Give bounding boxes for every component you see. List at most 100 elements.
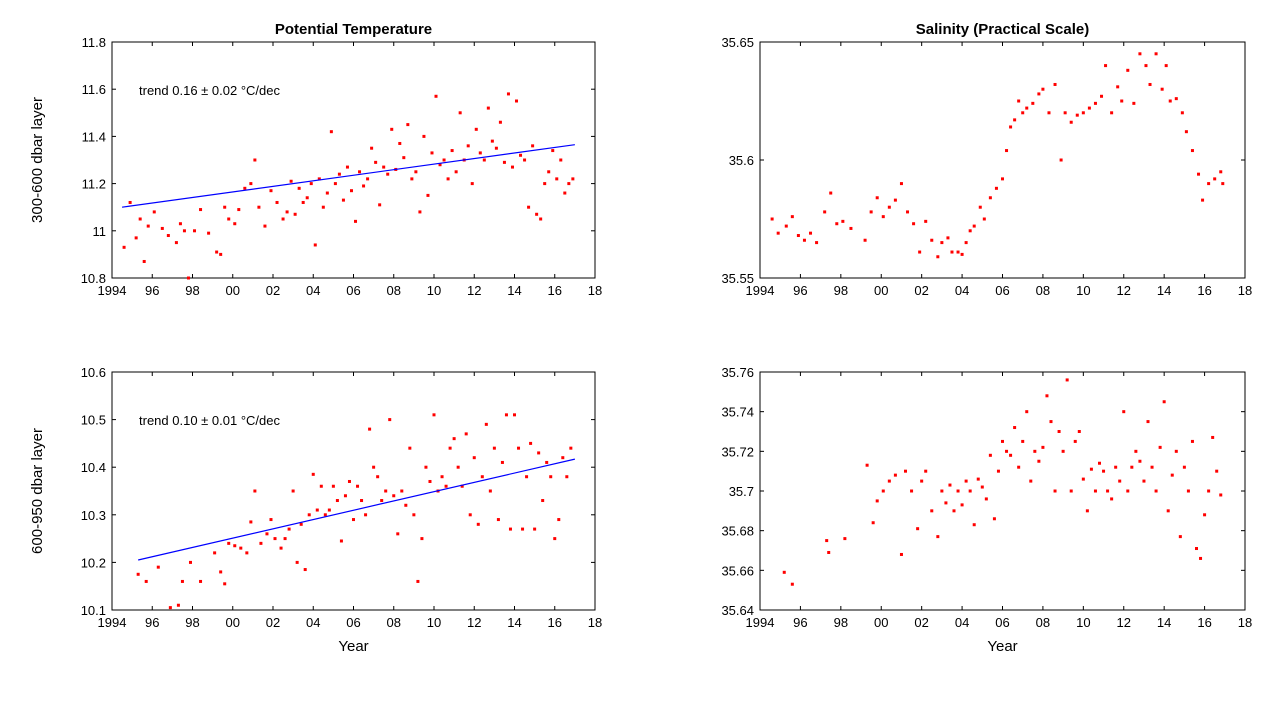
data-point [440,475,444,479]
data-point [297,186,301,190]
data-point [906,210,910,214]
y-tick-label: 35.7 [729,484,754,499]
data-point [964,241,968,245]
data-point [948,483,952,487]
data-point [1120,99,1124,103]
data-point [492,446,496,450]
data-point [1154,52,1158,56]
data-point [186,276,190,280]
data-point [1102,469,1106,473]
trend-line [121,144,575,208]
data-point [410,177,414,181]
data-point [464,432,468,436]
data-point [430,151,434,155]
data-point [510,165,514,169]
data-point [893,198,897,202]
data-point [219,570,223,574]
x-tick-label: 06 [346,615,360,630]
data-point [869,210,873,214]
data-point [825,539,829,543]
x-tick-label: 1994 [746,283,775,298]
data-point [910,489,914,493]
data-point [1195,547,1198,551]
data-point [362,184,366,188]
data-point [1110,111,1114,115]
data-point [1037,92,1041,96]
data-point [988,196,992,200]
data-point [875,499,879,503]
data-point [930,238,934,242]
data-point [784,224,788,228]
x-tick-label: 14 [507,283,521,298]
data-point [358,170,362,174]
x-axis-label: Year [338,638,368,655]
data-point [1138,459,1142,463]
x-tick-label: 16 [548,615,562,630]
data-point [1122,410,1126,414]
data-point [1053,82,1057,86]
data-point [263,224,267,228]
data-point [233,544,237,548]
data-point [827,550,831,554]
axes-frame [759,41,1246,279]
panel-temperature-600-950: 600-950 dbar layer trend 0.10 ± 0.01 °C/… [29,365,602,655]
data-point [380,499,384,503]
data-point [428,479,432,483]
data-point [317,177,321,181]
data-point [253,489,257,493]
data-point [802,238,806,242]
data-point [287,527,291,531]
data-point [178,222,182,226]
data-point [972,523,976,527]
data-point [980,485,984,489]
data-point [376,475,380,479]
data-point [166,234,170,238]
data-point [339,539,343,543]
data-point [809,231,813,235]
data-point [960,503,964,507]
data-point [337,172,341,176]
x-tick-label: 14 [507,615,521,630]
data-point [992,517,996,521]
data-point [559,158,563,162]
data-point [329,130,333,134]
x-tick-label: 98 [834,615,848,630]
data-point [182,229,186,233]
x-tick-label: 1994 [746,615,775,630]
data-point [446,177,450,181]
y-tick-label: 10.2 [81,555,106,570]
y-tick-label: 10.8 [81,271,106,286]
data-point [525,475,529,479]
x-tick-label: 00 [226,615,240,630]
data-point [368,427,372,431]
trend-line [138,458,576,561]
x-tick-label: 02 [266,615,280,630]
data-point [835,222,839,226]
data-point [293,212,297,216]
x-tick-label: 06 [346,283,360,298]
data-point [315,508,319,512]
data-point [1110,497,1114,501]
data-point [1001,177,1004,181]
data-point [829,191,833,195]
data-point [273,537,277,541]
data-point [396,532,400,536]
data-point [269,518,273,522]
data-point [555,177,559,181]
data-point [940,241,944,245]
data-point [378,203,382,207]
y-tick-label: 35.65 [721,35,754,50]
data-point [539,217,543,221]
data-point [343,494,347,498]
data-point [541,499,545,503]
x-tick-label: 14 [1157,615,1171,630]
data-point [1037,459,1041,463]
data-point [345,165,349,169]
data-point [382,165,386,169]
data-point [434,94,438,98]
data-point [952,509,956,513]
data-point [1199,556,1203,560]
data-point [1166,509,1170,513]
data-point [506,92,510,96]
data-point [976,477,980,481]
